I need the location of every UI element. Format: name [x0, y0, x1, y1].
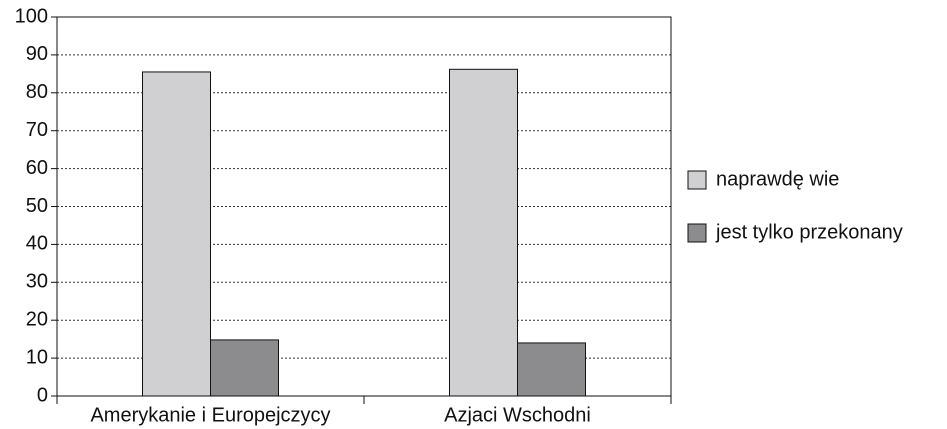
- y-tick-label: 60: [26, 157, 48, 179]
- y-tick-label: 40: [26, 233, 48, 255]
- x-tick-label: Amerykanie i Europejczycy: [90, 404, 330, 426]
- y-tick-label: 30: [26, 271, 48, 293]
- legend-label: naprawdę wie: [716, 168, 839, 190]
- legend-swatch: [687, 223, 707, 243]
- bar: [517, 342, 586, 397]
- legend-label: jest tylko przekonany: [715, 221, 903, 243]
- bar: [449, 68, 518, 397]
- y-tick-label: 80: [26, 81, 48, 103]
- legend-swatch: [687, 170, 707, 190]
- y-tick-label: 100: [15, 5, 48, 27]
- y-tick-label: 90: [26, 43, 48, 65]
- y-tick-label: 10: [26, 346, 48, 368]
- y-tick-label: 50: [26, 195, 48, 217]
- y-tick-label: 0: [37, 384, 48, 406]
- x-tick-label: Azjaci Wschodni: [444, 404, 591, 426]
- bar: [210, 339, 279, 397]
- y-tick-label: 70: [26, 119, 48, 141]
- bar: [142, 71, 211, 397]
- y-tick-label: 20: [26, 308, 48, 330]
